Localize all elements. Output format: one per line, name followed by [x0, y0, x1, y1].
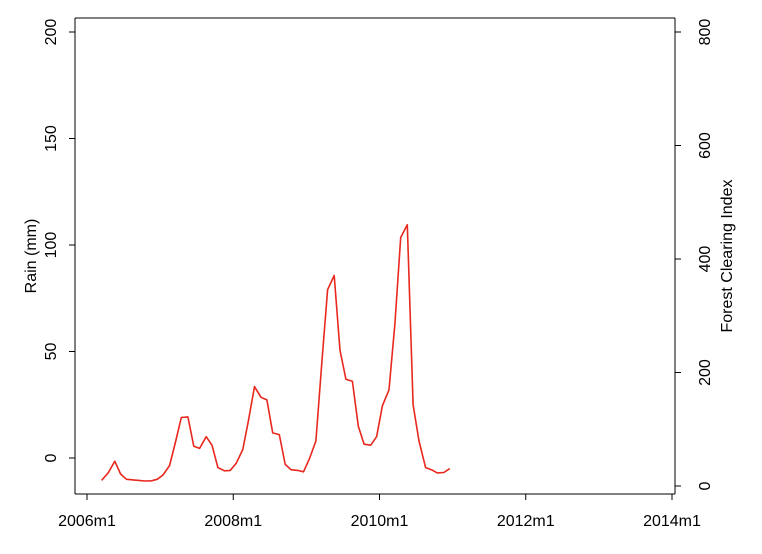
x-tick-label: 2014m1 — [643, 513, 701, 530]
left-y-tick-label: 100 — [43, 232, 60, 259]
right-y-tick-label: 600 — [697, 132, 714, 159]
left-axis-title: Rain (mm) — [23, 219, 40, 294]
rain-series-line — [100, 224, 451, 482]
axes: 0 50 100 150 200 0 200 400 600 800 2006m1 2008m1 201… — [23, 17, 736, 530]
right-axis-title: Forest Clearing Index — [719, 180, 736, 333]
left-y-tick-label: 0 — [43, 453, 60, 462]
plot-area — [100, 224, 451, 482]
x-tick-label: 2010m1 — [351, 513, 409, 530]
x-tick-label: 2006m1 — [58, 513, 116, 530]
right-y-tick-label: 200 — [697, 359, 714, 386]
right-y-tick-label: 400 — [697, 246, 714, 273]
left-y-tick-label: 50 — [43, 343, 60, 361]
x-tick-label: 2008m1 — [204, 513, 262, 530]
right-y-tick-label: 0 — [697, 481, 714, 490]
right-y-tick-label: 800 — [697, 19, 714, 46]
left-y-tick-label: 200 — [43, 19, 60, 46]
x-tick-label: 2012m1 — [497, 513, 555, 530]
left-y-tick-label: 150 — [43, 125, 60, 152]
